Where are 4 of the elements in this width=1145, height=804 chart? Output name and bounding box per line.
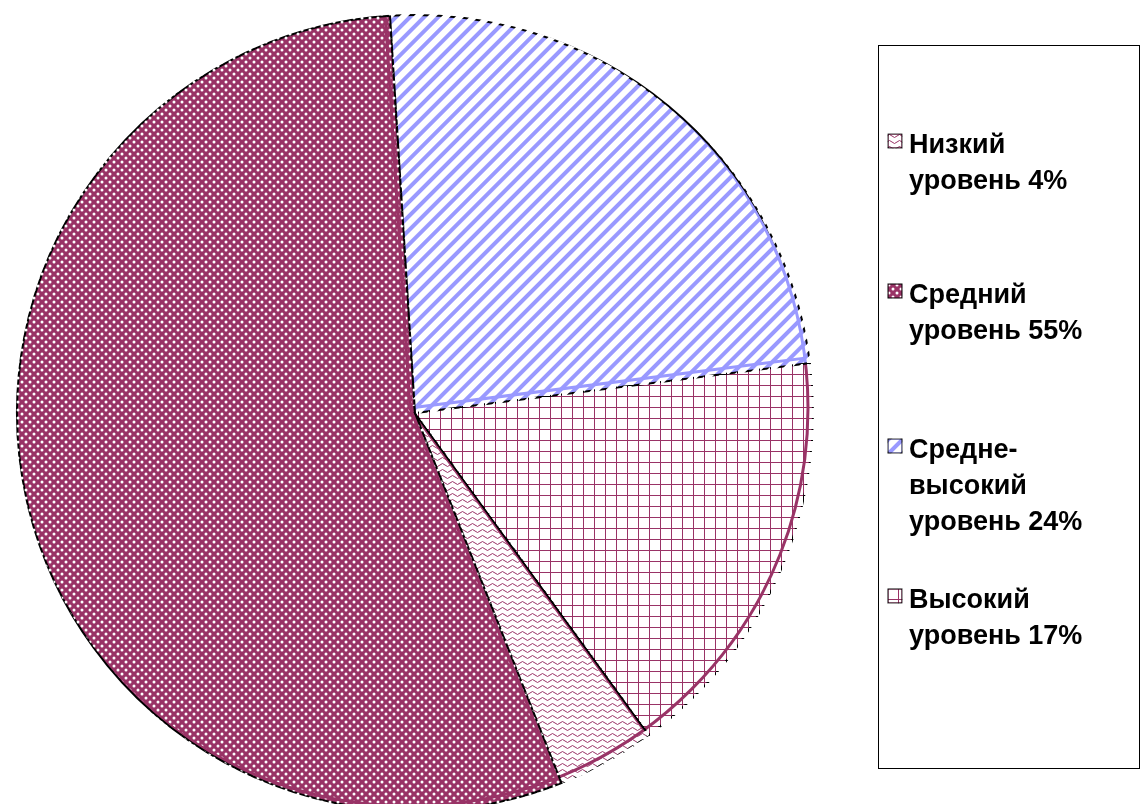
legend-label: Средний уровень 55% xyxy=(909,278,1084,347)
legend-label: Средне-высокий уровень 24% xyxy=(909,433,1084,538)
legend-label: Низкий уровень 4% xyxy=(909,128,1069,197)
legend-label: Высокий уровень 17% xyxy=(909,583,1084,652)
